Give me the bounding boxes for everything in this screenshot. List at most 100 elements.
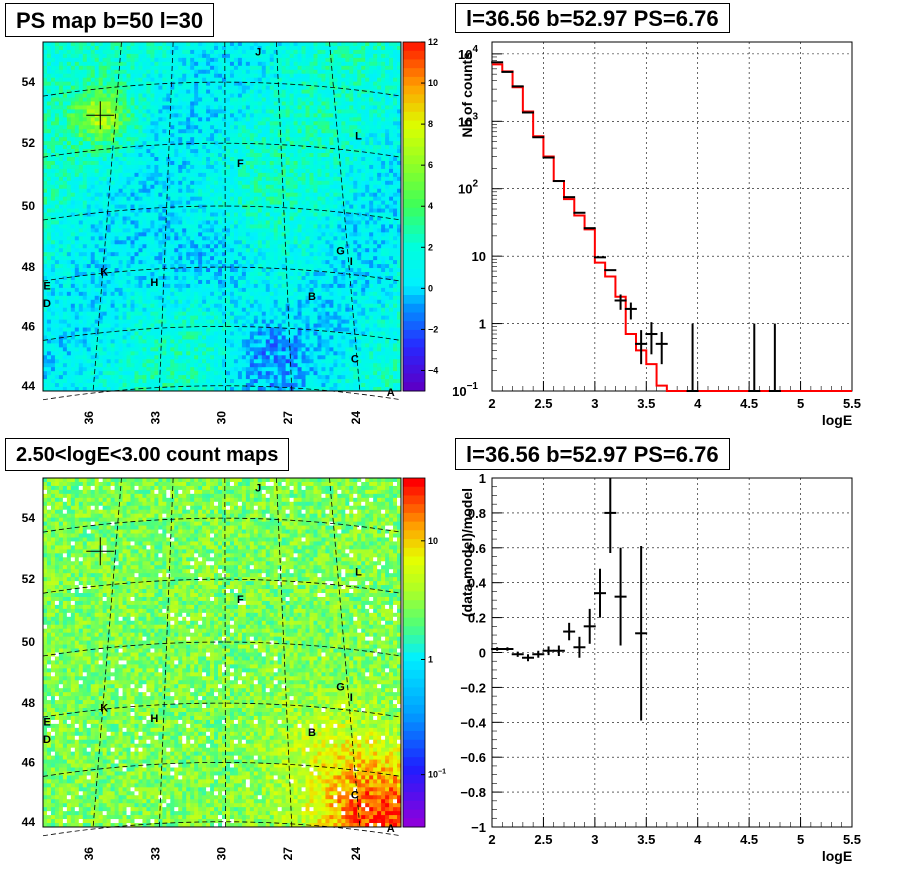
- ps-map-cell: [202, 248, 207, 253]
- ps-map-cell: [170, 248, 175, 253]
- ps-map-cell: [353, 89, 358, 94]
- ps-map-cell: [150, 164, 155, 170]
- ps-map-cell: [174, 81, 179, 87]
- ps-map-cell: [385, 256, 390, 261]
- ps-map-cell: [249, 216, 255, 221]
- ps-map-cell: [194, 212, 199, 217]
- ps-map-cell: [158, 137, 163, 142]
- ps-map-cell: [225, 49, 231, 55]
- ps-map-cell: [285, 204, 291, 209]
- ps-map-cell: [106, 244, 112, 249]
- ps-map-cell: [114, 45, 119, 51]
- ps-map-cell: [305, 244, 310, 249]
- ps-map-cell: [82, 57, 88, 63]
- ps-map-cell: [194, 125, 199, 130]
- ps-map-cell: [349, 204, 354, 209]
- ps-map-cell: [130, 117, 135, 122]
- ps-map-cell: [257, 89, 263, 94]
- ps-map-cell: [94, 93, 100, 98]
- ps-map-cell: [237, 164, 243, 170]
- ps-map-cell: [397, 93, 402, 98]
- ps-map-cell: [301, 180, 306, 186]
- ps-map-cell: [277, 240, 283, 245]
- ps-map-cell: [225, 220, 231, 225]
- ps-map-cell: [365, 184, 370, 190]
- ps-map-cell: [62, 212, 68, 217]
- ps-map-cell: [361, 252, 366, 257]
- ps-map-cell: [249, 53, 255, 59]
- ps-map-cell: [130, 248, 135, 253]
- ps-map-cell: [285, 236, 291, 241]
- ps-map-cell: [66, 105, 72, 110]
- ps-map-cell: [309, 57, 314, 63]
- ps-map-cell: [174, 73, 179, 79]
- ps-map-cell: [293, 121, 298, 126]
- ps-map-cell: [349, 232, 354, 237]
- ps-map-cell: [146, 73, 151, 79]
- ps-map-cell: [46, 236, 52, 241]
- ps-map-cell: [62, 216, 68, 221]
- ps-map-cell: [369, 196, 374, 202]
- ps-map-cell: [265, 81, 271, 87]
- ps-map-cell: [210, 172, 215, 178]
- ps-map-cell: [265, 180, 271, 186]
- ps-map-cell: [134, 232, 139, 237]
- ps-map-cell: [265, 141, 271, 146]
- ps-map-cell: [118, 137, 123, 142]
- ps-map-cell: [94, 145, 100, 150]
- ps-map-cell: [46, 176, 52, 182]
- ps-map-cell: [98, 172, 104, 178]
- ps-map-cell: [58, 180, 64, 186]
- ps-map-cell: [353, 153, 358, 158]
- ps-map-cell: [94, 204, 100, 209]
- ps-map-cell: [202, 73, 207, 79]
- ps-map-cell: [98, 204, 104, 209]
- ps-map-cell: [365, 240, 370, 245]
- ps-map-cell: [46, 125, 52, 130]
- ps-map-cell: [162, 160, 167, 166]
- ps-map-cell: [273, 212, 279, 217]
- ps-map-cell: [377, 180, 382, 186]
- ps-map-cell: [281, 117, 287, 122]
- ps-map-cell: [393, 252, 398, 257]
- ps-map-cell: [265, 208, 271, 213]
- ps-map-cell: [82, 164, 88, 170]
- ps-map-cell: [218, 57, 223, 63]
- ps-map-cell: [281, 42, 287, 47]
- ps-map-cell: [54, 49, 60, 55]
- ps-map-cell: [329, 176, 334, 182]
- ps-map-cell: [74, 184, 80, 190]
- ps-map-cell: [222, 137, 227, 142]
- ps-map-cell: [277, 212, 283, 217]
- ps-map-cell: [50, 232, 56, 237]
- ps-map-cell: [162, 85, 167, 90]
- ps-map-cell: [106, 220, 112, 225]
- ps-map-cell: [277, 133, 283, 138]
- ps-map-cell: [245, 81, 251, 87]
- ps-map-cell: [210, 196, 215, 202]
- ps-map-cell: [106, 109, 112, 114]
- ps-map-cell: [210, 129, 215, 134]
- ps-map-cell: [385, 45, 390, 51]
- ps-map-cell: [285, 101, 291, 106]
- ps-map-cell: [345, 117, 350, 122]
- ps-map-cell: [66, 145, 72, 150]
- ps-map-cell: [70, 216, 76, 221]
- ps-map-cell: [289, 121, 294, 126]
- ps-map-cell: [106, 180, 112, 186]
- ps-map-cell: [190, 57, 195, 63]
- ps-map-cell: [373, 220, 378, 225]
- ps-map-cell: [82, 212, 88, 217]
- ps-map-cell: [62, 224, 68, 229]
- ps-map-cell: [317, 244, 322, 249]
- ps-map-cell: [253, 53, 259, 59]
- ps-map-cell: [98, 137, 104, 142]
- ps-map-cell: [385, 57, 390, 63]
- ps-map-cell: [377, 232, 382, 237]
- ps-map-cell: [74, 248, 80, 253]
- ps-map-cell: [54, 157, 60, 162]
- ps-map-cell: [210, 220, 215, 225]
- ps-map-cell: [281, 65, 287, 71]
- ps-map-cell: [289, 196, 294, 202]
- ps-map-cell: [281, 256, 287, 261]
